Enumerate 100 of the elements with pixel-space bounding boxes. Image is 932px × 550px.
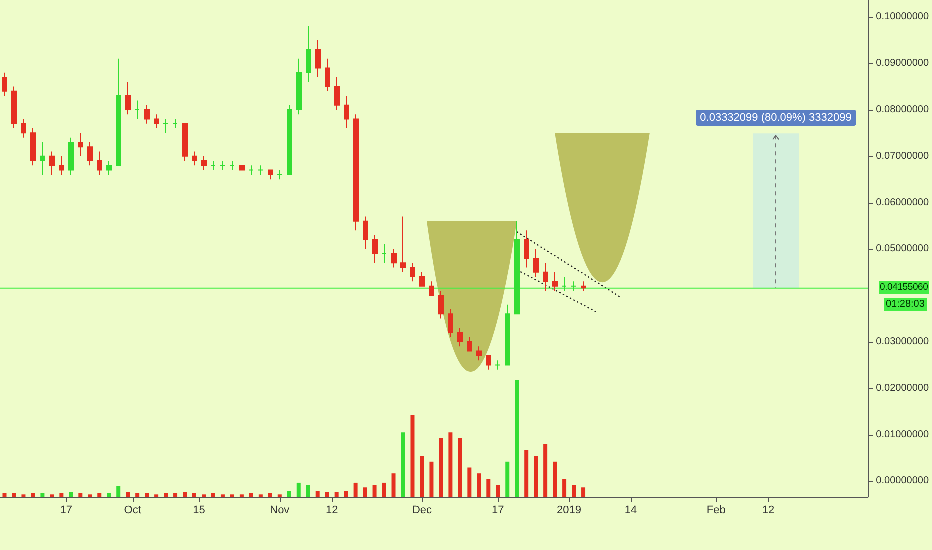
band-label: 0.03332099 (80.09%) 3332099 bbox=[696, 110, 856, 126]
bar bbox=[372, 485, 377, 497]
y-tick-label: 0.02000000 bbox=[876, 382, 930, 394]
candlestick bbox=[382, 244, 387, 264]
candlestick bbox=[344, 96, 349, 130]
candlestick bbox=[448, 309, 453, 338]
candlestick bbox=[49, 151, 55, 176]
bar bbox=[126, 492, 130, 497]
x-tick-label: 17 bbox=[492, 504, 504, 516]
candlestick bbox=[581, 281, 586, 292]
candlestick bbox=[135, 100, 140, 120]
candlestick bbox=[21, 118, 26, 138]
candlestick bbox=[410, 262, 415, 282]
candlestick bbox=[144, 104, 150, 124]
bar bbox=[401, 432, 406, 497]
bar bbox=[316, 491, 320, 497]
x-tick-label: Nov bbox=[270, 504, 290, 516]
bar bbox=[192, 493, 197, 497]
bar bbox=[334, 492, 339, 497]
bar bbox=[354, 482, 358, 497]
candlestick bbox=[258, 165, 264, 176]
candlestick bbox=[173, 118, 178, 130]
candlestick bbox=[400, 216, 406, 273]
bar bbox=[174, 493, 178, 497]
bar bbox=[553, 462, 558, 497]
bar bbox=[344, 491, 348, 497]
bar bbox=[78, 493, 83, 497]
bar bbox=[582, 488, 586, 497]
candlestick bbox=[211, 160, 216, 171]
candlestick bbox=[486, 355, 491, 370]
x-tick-label: 14 bbox=[624, 504, 638, 516]
bar bbox=[325, 492, 330, 497]
candlestick bbox=[353, 114, 359, 232]
candlestick bbox=[524, 230, 529, 268]
candlestick bbox=[562, 276, 567, 292]
bar bbox=[296, 482, 301, 497]
y-tick-label: 0.00000000 bbox=[876, 476, 930, 487]
candlestick bbox=[543, 262, 548, 292]
x-tick-label: 17 bbox=[60, 504, 73, 516]
bar bbox=[183, 492, 188, 497]
candlestick bbox=[363, 216, 368, 250]
bar bbox=[145, 493, 150, 497]
candlestick bbox=[457, 328, 463, 348]
candlestick bbox=[182, 123, 188, 162]
bar bbox=[420, 456, 424, 497]
candlestick bbox=[495, 360, 501, 370]
x-tick-label: 12 bbox=[762, 504, 775, 516]
y-tick-label: 0.03000000 bbox=[876, 336, 930, 348]
candlestick bbox=[87, 142, 93, 166]
candlestick bbox=[325, 58, 330, 92]
bar bbox=[486, 479, 491, 497]
bar bbox=[410, 415, 415, 497]
bar bbox=[515, 380, 520, 497]
bar bbox=[2, 493, 7, 497]
candlestick bbox=[391, 248, 397, 268]
candlestick bbox=[419, 272, 425, 287]
candlestick bbox=[334, 76, 340, 110]
candlestick bbox=[201, 156, 207, 171]
bar bbox=[439, 438, 444, 497]
candlestick bbox=[116, 58, 121, 166]
candlestick bbox=[230, 160, 235, 171]
bar bbox=[268, 493, 272, 497]
bar bbox=[458, 438, 462, 497]
candlestick bbox=[552, 272, 558, 292]
candlestick bbox=[59, 156, 64, 176]
bar bbox=[430, 462, 434, 497]
candlestick bbox=[154, 114, 159, 130]
candlestick bbox=[476, 346, 482, 362]
ref-line-label: 0.04155060 bbox=[879, 281, 930, 294]
bar bbox=[31, 493, 36, 497]
candlestick bbox=[277, 170, 283, 180]
candlestick bbox=[125, 82, 131, 116]
candlestick bbox=[514, 220, 520, 315]
bar bbox=[164, 493, 168, 497]
x-tick-label: 15 bbox=[193, 504, 206, 516]
bar bbox=[524, 450, 529, 497]
bar bbox=[363, 488, 368, 497]
candlestick bbox=[571, 281, 577, 292]
candlestick bbox=[268, 170, 273, 180]
candlestick bbox=[287, 104, 292, 176]
bar bbox=[496, 485, 500, 497]
y-tick-label: 0.05000000 bbox=[876, 244, 930, 255]
bar bbox=[572, 485, 576, 497]
y-tick-label: 0.08000000 bbox=[876, 104, 930, 116]
candlestick bbox=[163, 118, 169, 134]
candlestick bbox=[467, 336, 472, 352]
x-tick-label: 12 bbox=[326, 504, 338, 516]
y-tick-label: 0.01000000 bbox=[876, 429, 930, 440]
candlestick bbox=[106, 160, 112, 176]
bar bbox=[287, 491, 292, 497]
bar bbox=[249, 493, 254, 497]
bar bbox=[382, 482, 386, 497]
candlestick bbox=[239, 165, 245, 171]
bar bbox=[211, 493, 216, 497]
candlestick bbox=[192, 151, 197, 166]
bar bbox=[69, 492, 74, 497]
candlestick bbox=[11, 86, 17, 130]
bar bbox=[544, 444, 548, 497]
bar bbox=[562, 479, 567, 497]
y-tick-label: 0.09000000 bbox=[876, 58, 930, 70]
